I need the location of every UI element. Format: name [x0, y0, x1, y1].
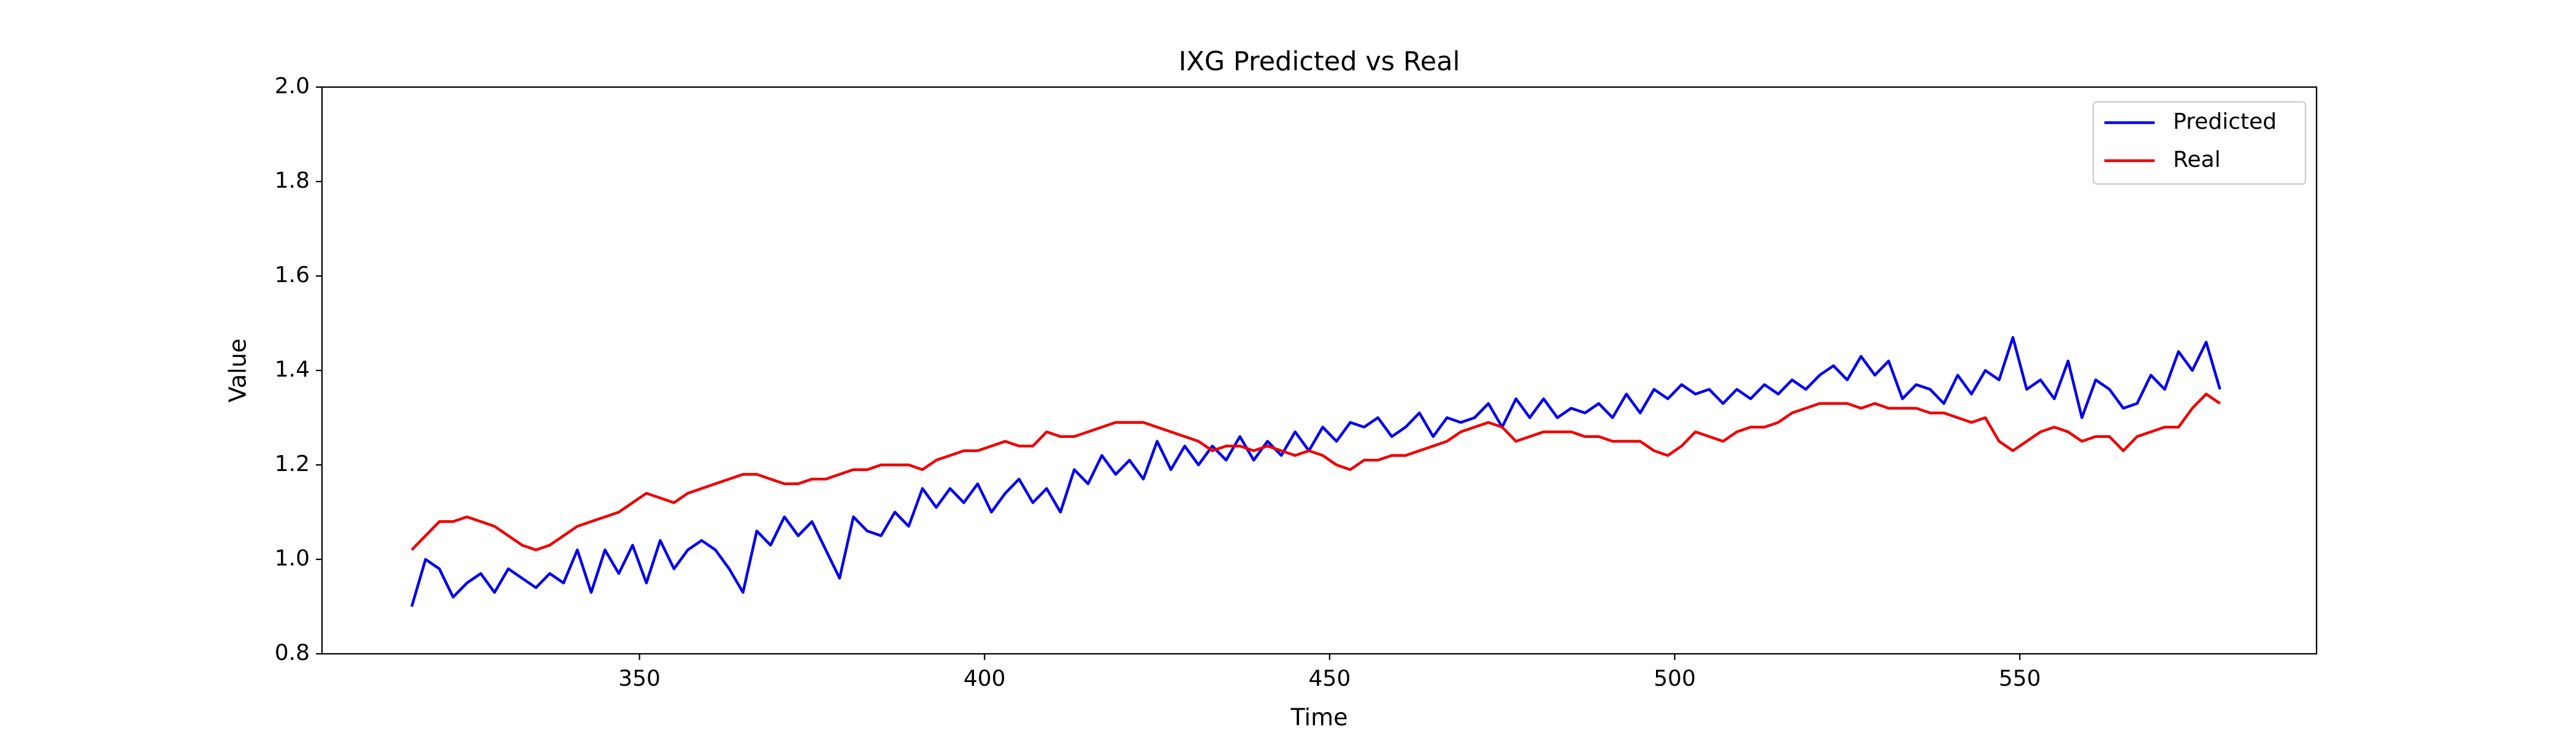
series-line — [410, 335, 2221, 607]
y-tick-label: 1.4 — [275, 357, 310, 382]
legend-label: Real — [2173, 147, 2221, 172]
y-tick-label: 1.2 — [275, 451, 310, 477]
chart-title: IXG Predicted vs Real — [1179, 47, 1460, 77]
plot-frame — [321, 86, 2318, 655]
x-tick-label: 350 — [618, 666, 661, 691]
y-tick-label: 1.0 — [275, 546, 310, 571]
x-tick-label: 400 — [964, 666, 1006, 691]
y-tick-label: 0.8 — [275, 640, 310, 665]
series-line — [410, 393, 2221, 551]
x-tick-label: 550 — [1999, 666, 2041, 691]
x-tick-label: 450 — [1309, 666, 1351, 691]
y-tick-label: 1.6 — [275, 263, 310, 288]
legend-label: Predicted — [2173, 109, 2277, 134]
x-tick-label: 500 — [1654, 666, 1696, 691]
y-tick-label: 2.0 — [275, 74, 310, 99]
y-axis-label: Value — [224, 339, 251, 402]
x-axis-label: Time — [1290, 704, 1348, 731]
y-tick-label: 1.8 — [275, 168, 310, 193]
